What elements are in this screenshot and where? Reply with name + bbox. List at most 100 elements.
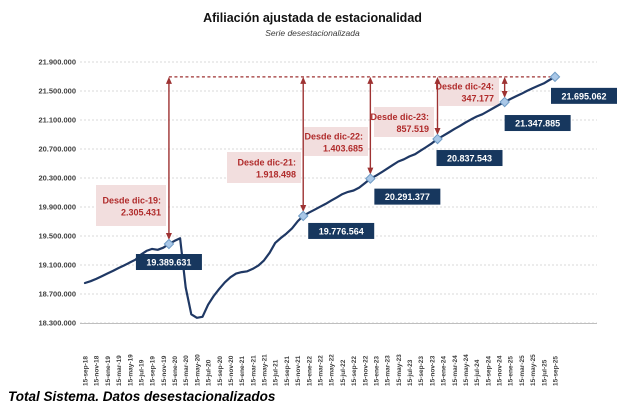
annotation-box (439, 77, 499, 106)
x-tick-label: 15-sep-18 (83, 356, 90, 386)
annotation-box (374, 107, 434, 137)
x-tick-label: 15-nov-21 (295, 355, 302, 386)
y-tick-label: 21.500.000 (38, 87, 76, 96)
x-tick-label: 15-sep-24 (485, 356, 492, 386)
y-tick-label: 19.500.000 (38, 232, 76, 241)
value-label: 20.837.543 (447, 154, 492, 164)
x-tick-label: 15-mar-23 (385, 355, 392, 386)
x-tick-label: 15-mar-20 (183, 355, 190, 386)
arrow-up-icon (501, 76, 508, 84)
y-tick-label: 19.900.000 (38, 203, 76, 212)
x-tick-label: 15-may-19 (127, 354, 134, 386)
annotation-value: 857.519 (396, 124, 429, 134)
annotation-value: 347.177 (461, 94, 494, 104)
value-label-box (308, 222, 375, 239)
x-tick-label: 15-may-25 (530, 354, 537, 386)
x-tick-label: 15-ene-24 (441, 356, 448, 386)
x-tick-label: 15-nov-24 (497, 355, 504, 386)
value-label-box (374, 188, 441, 205)
arrow-down-icon (367, 167, 374, 175)
annotation-box (304, 127, 368, 156)
affiliation-line-chart: 21.900.000 21.500.000 21.100.000 20.700.000… (38, 58, 617, 386)
annotation-box (227, 152, 301, 183)
annotation-label: Desde dic-22: (304, 132, 363, 142)
arrow-down-icon (434, 128, 441, 136)
annotation-label: Desde dic-21: (237, 158, 296, 168)
x-tick-label: 15-nov-20 (228, 355, 235, 386)
x-tick-label: 15-ene-23 (374, 356, 381, 386)
arrow-up-icon (300, 76, 307, 84)
x-tick-label: 15-ene-25 (508, 356, 515, 386)
value-label: 20.291.377 (385, 192, 430, 202)
annotation-value: 1.918.498 (256, 170, 296, 180)
x-tick-label: 15-jul-19 (139, 359, 146, 386)
x-tick-label: 15-jul-21 (273, 359, 280, 386)
value-label: 19.776.564 (319, 226, 364, 236)
value-label: 21.695.062 (561, 91, 606, 101)
data-point-marker (432, 133, 443, 145)
x-tick-label: 15-jul-22 (340, 359, 347, 386)
x-tick-label: 15-mar-21 (250, 355, 257, 386)
value-label-box (504, 115, 571, 132)
x-tick-label: 15-jul-20 (206, 359, 213, 386)
annotation-value: 1.403.685 (323, 144, 363, 154)
y-tick-label: 19.100.000 (38, 261, 76, 270)
chart-title: Afiliación ajustada de estacionalidad (203, 11, 422, 25)
x-tick-label: 15-sep-19 (150, 356, 157, 386)
x-tick-label: 15-ene-19 (105, 356, 112, 386)
arrow-down-icon (501, 91, 508, 99)
value-label: 21.347.885 (515, 119, 560, 129)
x-tick-label: 15-nov-18 (94, 355, 101, 386)
arrow-down-icon (300, 204, 307, 212)
annotation-box (96, 185, 166, 226)
x-tick-label: 15-jul-23 (407, 359, 414, 386)
data-point-marker (297, 210, 309, 222)
value-label-box (551, 87, 617, 104)
x-tick-label: 15-ene-22 (306, 356, 313, 386)
data-point-marker (163, 238, 175, 250)
x-tick-label: 15-nov-19 (161, 355, 168, 386)
x-tick-label: 15-nov-23 (429, 355, 436, 386)
x-tick-label: 15-sep-25 (553, 356, 560, 386)
data-point-marker (549, 71, 561, 83)
series-line (83, 75, 557, 319)
x-tick-label: 15-mar-19 (116, 355, 123, 386)
arrow-up-icon (165, 76, 172, 84)
figure-caption: Total Sistema. Datos desestacionalizados (8, 389, 276, 404)
annotation-value: 2.305.431 (121, 208, 161, 218)
x-tick-label: 15-may-20 (194, 354, 201, 386)
x-tick-label: 15-may-22 (329, 354, 336, 386)
arrow-down-icon (165, 233, 172, 241)
value-label-box (135, 254, 202, 271)
y-tick-label: 18.700.000 (38, 290, 76, 299)
x-tick-label: 15-mar-22 (318, 355, 325, 386)
x-tick-label: 15-may-24 (463, 354, 470, 386)
x-tick-label: 15-ene-20 (172, 356, 179, 386)
y-tick-label: 20.700.000 (38, 145, 76, 154)
annotation-label: Desde dic-19: (102, 196, 161, 206)
y-tick-label: 21.900.000 (38, 58, 76, 67)
x-tick-label: 15-jul-24 (474, 359, 481, 386)
x-tick-label: 15-sep-20 (217, 356, 224, 386)
x-tick-label: 15-ene-21 (239, 356, 246, 386)
x-tick-label: 15-jul-25 (541, 359, 548, 386)
x-tick-label: 15-mar-25 (519, 355, 526, 386)
y-tick-label: 20.300.000 (38, 174, 76, 183)
x-tick-label: 15-mar-24 (452, 355, 459, 386)
arrow-up-icon (434, 76, 441, 84)
value-label: 19.389.631 (146, 258, 191, 268)
x-tick-label: 15-may-23 (396, 354, 403, 386)
x-tick-label: 15-nov-22 (362, 355, 369, 386)
annotation-label: Desde dic-23: (370, 112, 429, 122)
x-tick-label: 15-may-21 (262, 354, 269, 386)
arrow-up-icon (367, 76, 374, 84)
y-tick-label: 18.300.000 (38, 319, 76, 328)
x-tick-label: 15-sep-23 (418, 356, 425, 386)
annotation-label: Desde dic-24: (435, 82, 494, 92)
x-tick-label: 15-sep-21 (284, 356, 291, 386)
data-point-marker (499, 96, 510, 108)
chart-subtitle: Serie desestacionalizada (265, 28, 360, 38)
data-point-marker (365, 173, 376, 184)
value-label-box (436, 150, 503, 167)
